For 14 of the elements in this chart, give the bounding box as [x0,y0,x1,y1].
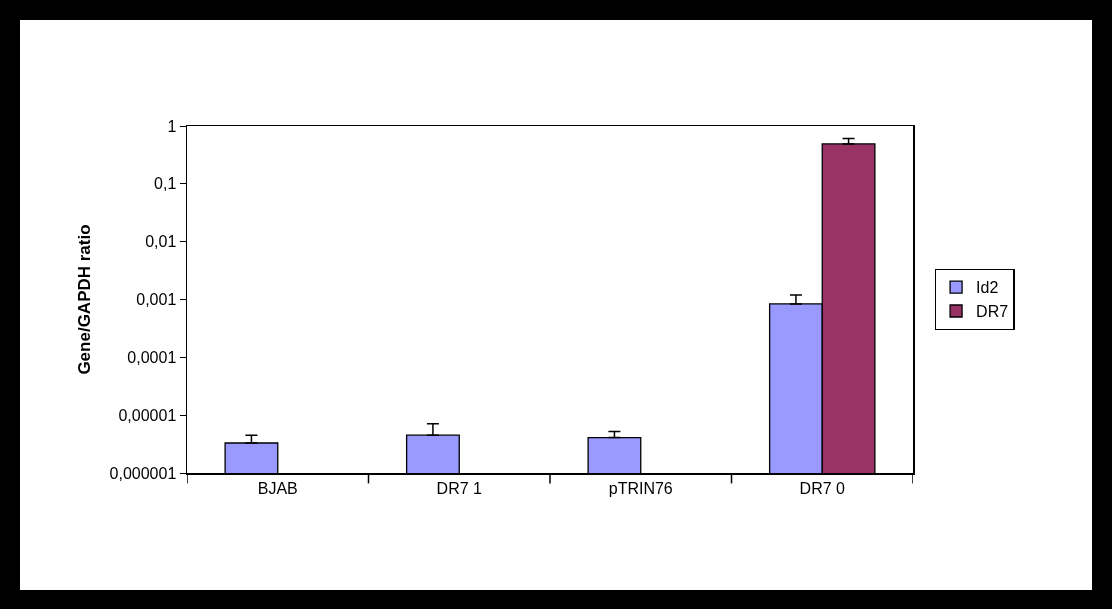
x-tick-label: pTRIN76 [608,479,673,497]
y-axis-title: Gene/GAPDH ratio [75,224,95,375]
x-tick-label: DR7 0 [799,479,846,497]
y-tick-label: 0,00001 [118,406,177,424]
x-tick-label: DR7 1 [436,479,483,497]
y-tick-label: 1 [167,117,177,135]
legend-label: DR7 [976,303,1009,321]
y-tick-label: 0,0001 [127,348,177,366]
y-tick-label: 0,000001 [109,464,177,482]
y-tick-label: 0,1 [154,175,177,193]
y-tick-label: 0,01 [145,233,177,251]
x-tick-label: BJAB [257,479,298,497]
legend-label: Id2 [976,279,999,297]
y-tick-label: 0,001 [136,291,177,309]
